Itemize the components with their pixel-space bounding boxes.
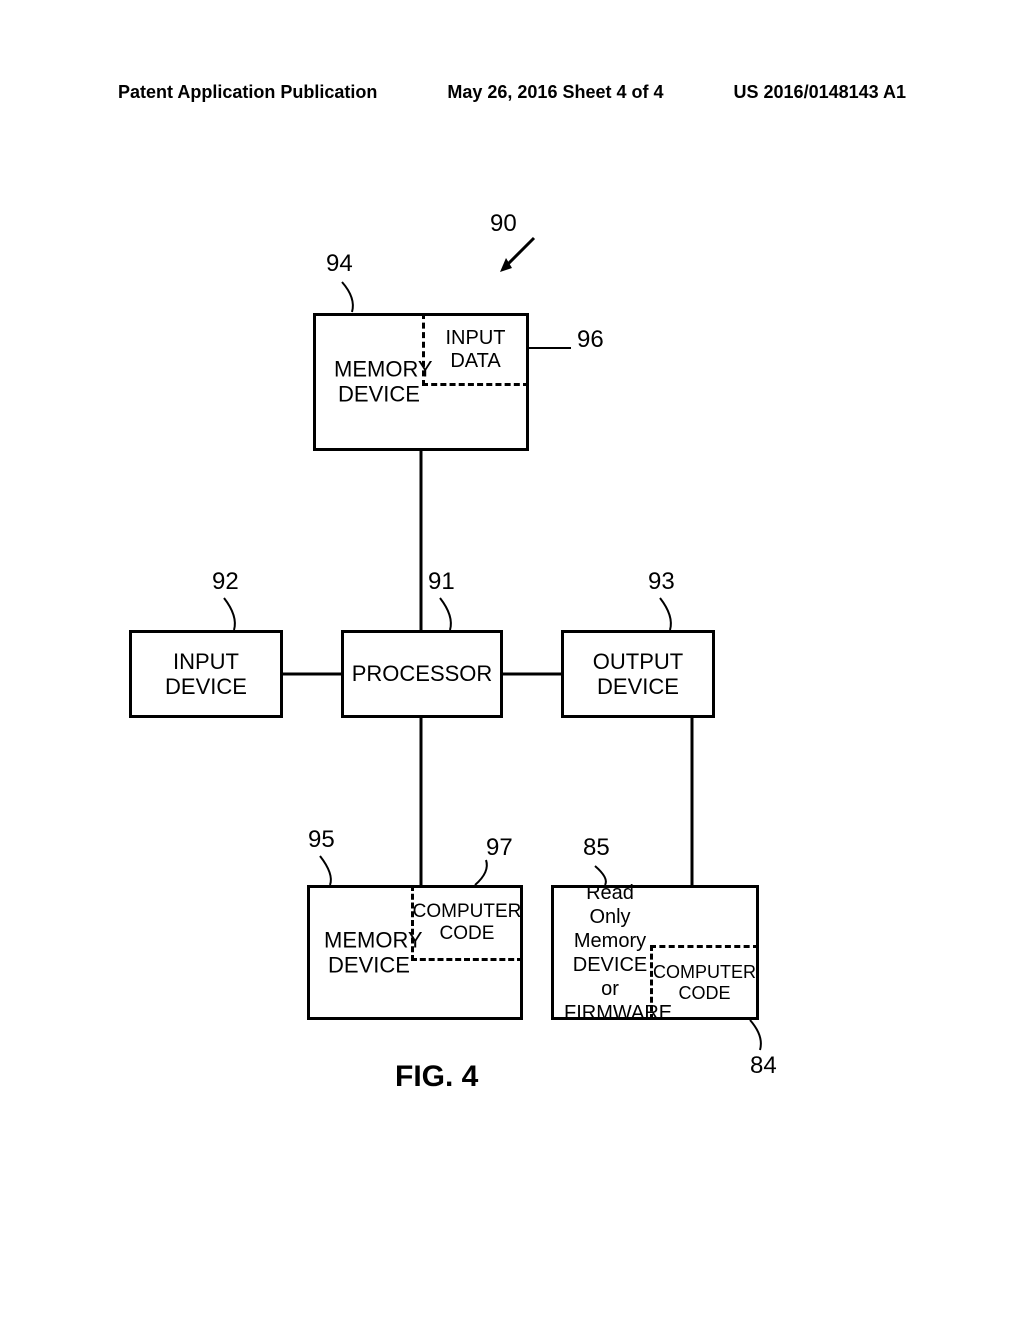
ref-93: 93 (648, 568, 675, 596)
input-device-label: INPUTDEVICE (165, 649, 247, 700)
computer-code-right-label: COMPUTERCODE (653, 962, 756, 1003)
ref-95: 95 (308, 826, 335, 854)
ref-94: 94 (326, 250, 353, 278)
computer-code-left-label: COMPUTERCODE (413, 901, 522, 945)
output-device-label: OUTPUTDEVICE (593, 649, 683, 700)
figure-4-diagram: MEMORYDEVICE INPUTDATA INPUTDEVICE PROCE… (0, 0, 1024, 1320)
processor-label: PROCESSOR (352, 661, 493, 686)
input-device-box: INPUTDEVICE (129, 630, 283, 718)
ref-84: 84 (750, 1052, 777, 1080)
input-data-label: INPUTDATA (446, 327, 506, 373)
ref-85: 85 (583, 834, 610, 862)
output-device-box: OUTPUTDEVICE (561, 630, 715, 718)
ref-90: 90 (490, 210, 517, 238)
rom-firmware-label: Read OnlyMemoryDEVICE orFIRMWARE (564, 881, 656, 1025)
memory-device-bottom-label: MEMORYDEVICE (324, 927, 414, 978)
ref-91: 91 (428, 568, 455, 596)
computer-code-right-inset: COMPUTERCODE (650, 945, 759, 1020)
memory-device-top-label: MEMORYDEVICE (334, 357, 424, 408)
computer-code-left-inset: COMPUTERCODE (411, 885, 523, 961)
ref-96: 96 (577, 326, 604, 354)
ref-92: 92 (212, 568, 239, 596)
input-data-inset: INPUTDATA (422, 313, 529, 386)
figure-caption: FIG. 4 (395, 1060, 478, 1094)
memory-device-top-box: MEMORYDEVICE INPUTDATA (313, 313, 529, 451)
ref-97: 97 (486, 834, 513, 862)
memory-device-bottom-box: MEMORYDEVICE COMPUTERCODE (307, 885, 523, 1020)
rom-firmware-box: Read OnlyMemoryDEVICE orFIRMWARE COMPUTE… (551, 885, 759, 1020)
processor-box: PROCESSOR (341, 630, 503, 718)
